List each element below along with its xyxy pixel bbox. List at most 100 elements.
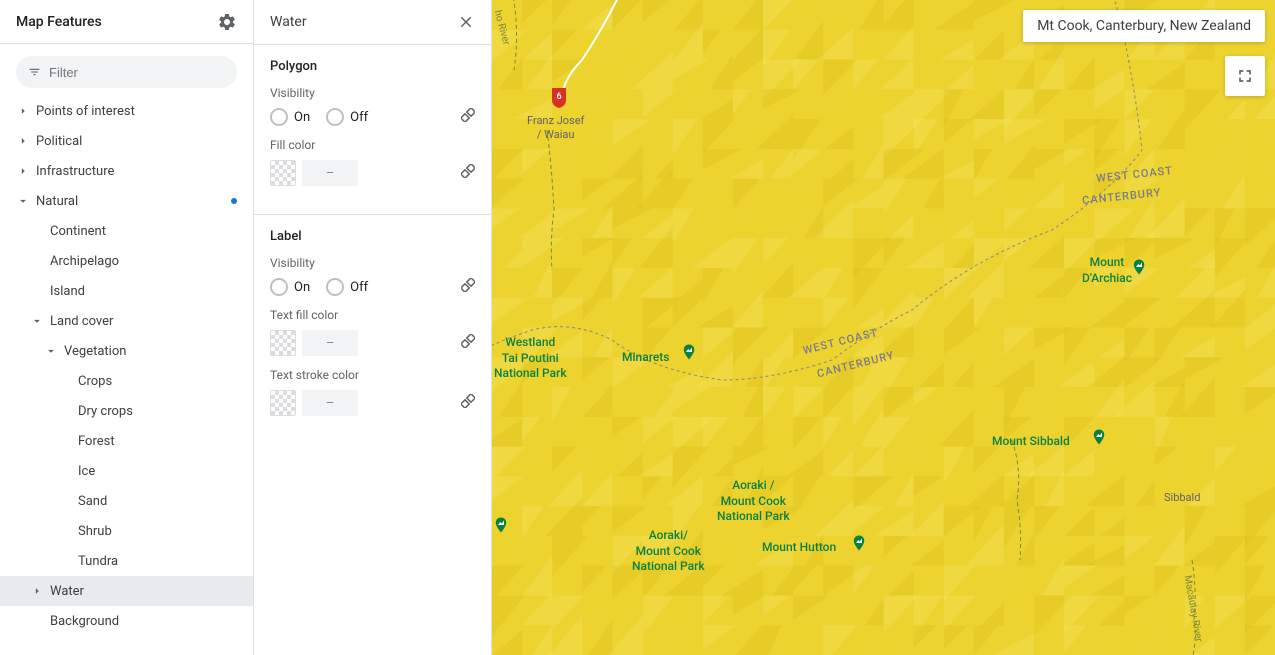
- label-visibility-on-radio[interactable]: [270, 278, 288, 296]
- inherit-icon[interactable]: [461, 108, 475, 126]
- polygon-fillcolor-swatch[interactable]: [270, 160, 296, 186]
- polygon-visibility-label: Visibility: [270, 86, 475, 100]
- label-textfill-row: –: [270, 330, 475, 356]
- polygon-title: Polygon: [270, 59, 475, 74]
- tree-item-infrastructure[interactable]: Infrastructure: [0, 156, 253, 186]
- inherit-icon[interactable]: [461, 278, 475, 296]
- fullscreen-icon: [1235, 66, 1255, 86]
- tree-item-label: Dry crops: [78, 404, 133, 419]
- label-off-label: Off: [350, 280, 368, 295]
- label-westland: Westland Tai Poutini National Park: [494, 335, 567, 382]
- mountain-pin-icon: [1090, 428, 1108, 446]
- polygon-off-label: Off: [350, 110, 368, 125]
- chevron-right-icon: [16, 104, 30, 118]
- label-darchiac: Mount D'Archiac: [1082, 255, 1132, 286]
- tree-item-label: Ice: [78, 464, 95, 479]
- section-label: Label Visibility On Off Text fill color …: [254, 214, 491, 444]
- label-franz-josef: Franz Josef / Waiau: [527, 114, 584, 143]
- tree-item-label: Crops: [78, 374, 112, 389]
- filter-field[interactable]: [16, 56, 237, 88]
- label-minarets: Minarets: [622, 350, 669, 366]
- chevron-right-icon: [30, 584, 44, 598]
- label-visibility-row: On Off: [270, 278, 475, 296]
- tree-item-vegetation[interactable]: Vegetation: [0, 336, 253, 366]
- tree-item-label: Archipelago: [50, 254, 119, 269]
- tree-item-forest[interactable]: Forest: [0, 426, 253, 456]
- tree-item-label: Points of interest: [36, 104, 135, 119]
- label-visibility-off-radio[interactable]: [326, 278, 344, 296]
- tree-item-crops[interactable]: Crops: [0, 366, 253, 396]
- tree-item-political[interactable]: Political: [0, 126, 253, 156]
- mountain-pin-icon: [492, 516, 510, 534]
- tree-item-label: Forest: [78, 434, 115, 449]
- label-textfill-swatch[interactable]: [270, 330, 296, 356]
- inherit-icon[interactable]: [461, 334, 475, 352]
- inherit-icon[interactable]: [461, 164, 475, 182]
- label-sibbald: Mount Sibbald: [992, 434, 1070, 450]
- tree-item-water[interactable]: Water: [0, 576, 253, 606]
- chevron-right-icon: [16, 134, 30, 148]
- label-textfill-value[interactable]: –: [302, 330, 358, 356]
- tree-item-label: Sand: [78, 494, 107, 509]
- label-hutton: Mount Hutton: [762, 540, 836, 556]
- tree-item-points-of-interest[interactable]: Points of interest: [0, 96, 253, 126]
- label-title: Label: [270, 229, 475, 244]
- tree-item-dry-crops[interactable]: Dry crops: [0, 396, 253, 426]
- gear-icon[interactable]: [217, 12, 237, 32]
- property-panel: Water Polygon Visibility On Off Fill col…: [254, 0, 492, 655]
- panel-header: Water: [254, 0, 491, 44]
- map-search-box[interactable]: Mt Cook, Canterbury, New Zealand: [1023, 10, 1265, 42]
- modified-dot: [231, 198, 237, 204]
- label-textstroke-swatch[interactable]: [270, 390, 296, 416]
- tree-item-sand[interactable]: Sand: [0, 486, 253, 516]
- tree-item-continent[interactable]: Continent: [0, 216, 253, 246]
- tree-item-natural[interactable]: Natural: [0, 186, 253, 216]
- polygon-visibility-row: On Off: [270, 108, 475, 126]
- polygon-visibility-off-radio[interactable]: [326, 108, 344, 126]
- label-aoraki-2: Aoraki/ Mount Cook National Park: [632, 528, 705, 575]
- section-polygon: Polygon Visibility On Off Fill color –: [254, 44, 491, 214]
- filter-input[interactable]: [49, 65, 225, 80]
- fullscreen-button[interactable]: [1225, 56, 1265, 96]
- tree-item-island[interactable]: Island: [0, 276, 253, 306]
- tree-item-ice[interactable]: Ice: [0, 456, 253, 486]
- polygon-on-label: On: [294, 110, 310, 125]
- tree-item-label: Island: [50, 284, 85, 299]
- tree-item-shrub[interactable]: Shrub: [0, 516, 253, 546]
- tree-item-background[interactable]: Background: [0, 606, 253, 636]
- label-visibility-label: Visibility: [270, 256, 475, 270]
- feature-tree: Points of interest Political Infrastructur…: [0, 96, 253, 655]
- tree-item-label: Continent: [50, 224, 106, 239]
- sidebar-title: Map Features: [16, 14, 102, 30]
- filter-icon: [28, 63, 41, 81]
- polygon-visibility-on-radio[interactable]: [270, 108, 288, 126]
- panel-title: Water: [270, 14, 307, 30]
- label-textstroke-value[interactable]: –: [302, 390, 358, 416]
- chevron-down-icon: [16, 194, 30, 208]
- tree-item-tundra[interactable]: Tundra: [0, 546, 253, 576]
- chevron-down-icon: [44, 344, 58, 358]
- map-canvas[interactable]: Mt Cook, Canterbury, New Zealand 6 Franz…: [492, 0, 1275, 655]
- chevron-right-icon: [16, 164, 30, 178]
- polygon-fillcolor-label: Fill color: [270, 138, 475, 152]
- tree-item-label: Vegetation: [64, 344, 126, 359]
- chevron-down-icon: [30, 314, 44, 328]
- tree-item-label: Water: [50, 584, 84, 599]
- tree-item-label: Natural: [36, 194, 78, 209]
- label-textstroke-label: Text stroke color: [270, 368, 475, 382]
- close-icon[interactable]: [457, 13, 475, 31]
- polygon-fillcolor-value[interactable]: –: [302, 160, 358, 186]
- tree-item-archipelago[interactable]: Archipelago: [0, 246, 253, 276]
- map-svg: [492, 0, 1275, 655]
- label-aoraki-1: Aoraki / Mount Cook National Park: [717, 478, 790, 525]
- route-shield-6: 6: [550, 88, 568, 108]
- tree-item-label: Infrastructure: [36, 164, 114, 179]
- label-textstroke-row: –: [270, 390, 475, 416]
- sidebar-header: Map Features: [0, 0, 253, 44]
- tree-item-label: Political: [36, 134, 82, 149]
- label-textfill-label: Text fill color: [270, 308, 475, 322]
- mountain-pin-icon: [680, 343, 698, 361]
- mountain-pin-icon: [850, 534, 868, 552]
- inherit-icon[interactable]: [461, 394, 475, 412]
- tree-item-land-cover[interactable]: Land cover: [0, 306, 253, 336]
